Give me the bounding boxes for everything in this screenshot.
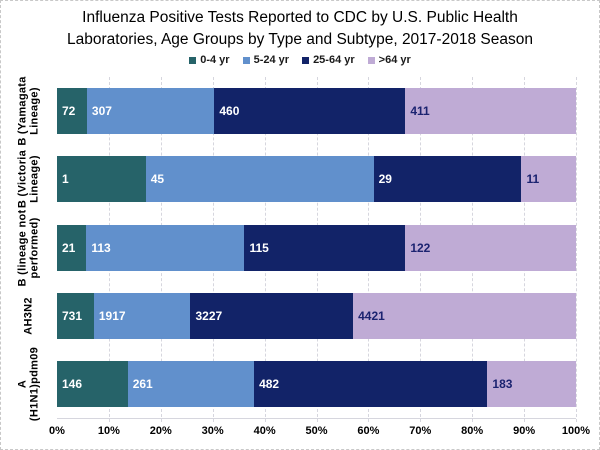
y-axis-category-labels: B (Yamagata Lineage) B (Victoria Lineage)… bbox=[1, 76, 57, 422]
x-axis-tick-label: 40% bbox=[253, 425, 276, 437]
legend-label: 5-24 yr bbox=[253, 54, 290, 66]
bar-segment: 411 bbox=[405, 88, 576, 135]
chart-title-line1: Influenza Positive Tests Reported to CDC… bbox=[82, 9, 518, 26]
bar-segment-value-label: 11 bbox=[526, 172, 540, 187]
bar-segment-value-label: 29 bbox=[378, 172, 392, 187]
bar-segment-value-label: 482 bbox=[259, 376, 280, 391]
x-axis-tick-label: 50% bbox=[305, 425, 328, 437]
bar-row: 21 113 115 122 bbox=[57, 213, 576, 281]
bar-segment-value-label: 4421 bbox=[358, 308, 385, 323]
bar-row: 146 261 482 183 bbox=[57, 350, 576, 418]
bar-segment: 122 bbox=[405, 224, 576, 271]
stacked-bars: 72 307 460 411 1 45 29 11 21 113 115 122 731 1917 3227… bbox=[57, 77, 576, 418]
gridline-100pct bbox=[576, 77, 577, 422]
bar-segment: 3227 bbox=[190, 292, 354, 339]
bar-segment-value-label: 460 bbox=[219, 104, 240, 119]
bar-segment: 115 bbox=[244, 224, 406, 271]
x-axis-tick-label: 10% bbox=[97, 425, 120, 437]
bar-segment: 1 bbox=[57, 156, 146, 203]
legend-item-25-64-yr: 25-64 yr bbox=[302, 54, 355, 66]
chart-title-line2: Laboratories, Age Groups by Type and Sub… bbox=[67, 30, 533, 48]
bar-segment-value-label: 72 bbox=[62, 104, 76, 119]
x-axis-tick-label: 90% bbox=[513, 425, 536, 437]
bar-segment: 183 bbox=[487, 360, 576, 407]
bar-segment: 261 bbox=[127, 360, 255, 407]
legend-item-0-4-yr: 0-4 yr bbox=[189, 54, 230, 66]
category-cell: A (H1N1)pdm09 bbox=[1, 346, 57, 422]
category-cell: B (Yamagata Lineage) bbox=[1, 76, 57, 146]
category-label: B (Victoria Lineage) bbox=[16, 150, 41, 209]
category-cell: B (Victoria Lineage) bbox=[1, 145, 57, 213]
bar-segment: 146 bbox=[57, 360, 128, 407]
category-cell: B (lineage not performed) bbox=[1, 209, 57, 286]
bar-segment: 1917 bbox=[93, 292, 191, 339]
bar-segment: 482 bbox=[254, 360, 488, 407]
category-cell: AH3N2 bbox=[1, 282, 57, 350]
legend-marker-icon bbox=[189, 56, 197, 64]
bar-segment-value-label: 21 bbox=[62, 240, 76, 255]
x-axis-tick-label: 70% bbox=[409, 425, 432, 437]
legend-item--64-yr: >64 yr bbox=[367, 54, 411, 66]
bar-segment: 307 bbox=[86, 88, 215, 135]
stacked-bar: 731 1917 3227 4421 bbox=[57, 292, 576, 339]
stacked-bar: 21 113 115 122 bbox=[57, 224, 576, 271]
bar-segment: 29 bbox=[373, 156, 522, 203]
bar-segment-value-label: 411 bbox=[410, 104, 430, 119]
legend-marker-icon bbox=[242, 56, 250, 64]
legend-label: 25-64 yr bbox=[313, 54, 355, 66]
bar-segment: 113 bbox=[86, 224, 245, 271]
x-axis-tick-label: 30% bbox=[201, 425, 224, 437]
bar-segment: 4421 bbox=[353, 292, 576, 339]
bar-segment-value-label: 115 bbox=[249, 240, 269, 255]
bar-segment-value-label: 45 bbox=[150, 172, 165, 187]
bar-segment-value-label: 3227 bbox=[195, 308, 223, 323]
x-axis-tick-label: 0% bbox=[49, 425, 65, 437]
chart-title: Influenza Positive Tests Reported to CDC… bbox=[1, 1, 599, 50]
bar-segment-value-label: 1 bbox=[62, 172, 69, 187]
x-axis-tick-label: 20% bbox=[149, 425, 172, 437]
bar-segment-value-label: 261 bbox=[132, 376, 153, 391]
bar-segment: 45 bbox=[145, 156, 374, 203]
legend: 0-4 yr 5-24 yr 25-64 yr >64 yr bbox=[1, 54, 599, 66]
bar-segment-value-label: 122 bbox=[410, 240, 431, 255]
bar-row: 1 45 29 11 bbox=[57, 145, 576, 213]
legend-marker-icon bbox=[367, 56, 375, 64]
stacked-bar: 72 307 460 411 bbox=[57, 88, 576, 135]
bar-segment: 11 bbox=[521, 156, 576, 203]
bar-segment: 21 bbox=[57, 224, 87, 271]
bar-segment-value-label: 307 bbox=[91, 104, 112, 119]
bar-segment-value-label: 731 bbox=[62, 308, 83, 323]
bar-segment: 460 bbox=[214, 88, 406, 135]
x-axis-tick-label: 100% bbox=[561, 425, 591, 437]
category-label: B (Yamagata Lineage) bbox=[16, 76, 41, 146]
bar-segment-value-label: 113 bbox=[91, 240, 111, 255]
category-label: A (H1N1)pdm09 bbox=[16, 346, 41, 422]
bar-row: 72 307 460 411 bbox=[57, 77, 576, 145]
bar-segment-value-label: 1917 bbox=[98, 308, 126, 323]
x-axis-tick-label: 60% bbox=[357, 425, 380, 437]
plot-area: 72 307 460 411 1 45 29 11 21 113 115 122 731 1917 3227… bbox=[57, 77, 577, 422]
stacked-bar: 1 45 29 11 bbox=[57, 156, 576, 203]
legend-label: >64 yr bbox=[378, 54, 411, 66]
stacked-bar: 146 261 482 183 bbox=[57, 360, 576, 407]
bar-row: 731 1917 3227 4421 bbox=[57, 282, 576, 350]
legend-item-5-24-yr: 5-24 yr bbox=[242, 54, 290, 66]
legend-marker-icon bbox=[302, 56, 310, 64]
category-label: AH3N2 bbox=[22, 296, 35, 335]
category-label: B (lineage not performed) bbox=[16, 209, 41, 286]
x-axis-tick-label: 80% bbox=[461, 425, 484, 437]
bar-segment-value-label: 146 bbox=[62, 376, 83, 391]
bar-segment-value-label: 183 bbox=[492, 376, 513, 391]
legend-label: 0-4 yr bbox=[200, 54, 230, 66]
bar-segment: 72 bbox=[57, 88, 87, 135]
x-axis: 0% 10% 20% 30% 40% 50% 60% 70% 80% 90% 100% bbox=[49, 422, 590, 444]
bar-segment: 731 bbox=[57, 292, 94, 339]
